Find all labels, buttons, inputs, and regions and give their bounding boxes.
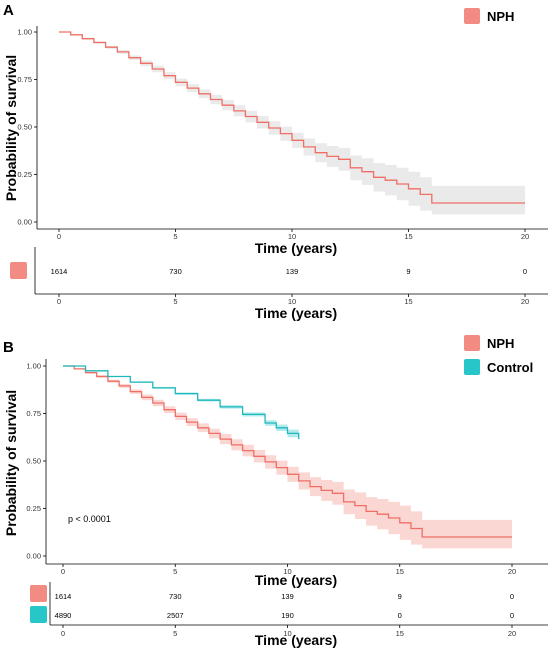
panel-a-survival-curves bbox=[59, 31, 525, 204]
risk-x-tick-label: 5 bbox=[173, 297, 177, 306]
y-tick-label: 0.25 bbox=[17, 170, 32, 179]
risk-x-tick-label: 20 bbox=[521, 297, 529, 306]
confidence-band-nph bbox=[59, 32, 525, 215]
risk-count-control: 2507 bbox=[167, 611, 184, 620]
risk-count-nph: 139 bbox=[286, 267, 299, 276]
panel-a-confidence-bands bbox=[59, 32, 525, 215]
risk-count-nph: 1614 bbox=[51, 267, 68, 276]
y-tick-label: 0.00 bbox=[26, 552, 41, 561]
risk-x-tick-label: 15 bbox=[396, 629, 404, 638]
risk-b-control-swatch bbox=[30, 606, 47, 623]
panel-b-risk-x-ticks: 0 5 10 15 20 bbox=[61, 625, 516, 638]
legend-a-nph-label: NPH bbox=[487, 9, 514, 24]
risk-count-control: 190 bbox=[281, 611, 294, 620]
x-tick-label: 10 bbox=[283, 567, 291, 576]
panel-a-letter: A bbox=[3, 2, 14, 19]
p-value-annotation: p < 0.0001 bbox=[68, 514, 111, 524]
risk-x-tick-label: 20 bbox=[508, 629, 516, 638]
confidence-band-nph bbox=[63, 366, 512, 549]
x-tick-label: 20 bbox=[521, 232, 529, 241]
risk-x-tick-label: 10 bbox=[288, 297, 296, 306]
legend-b-control-swatch bbox=[464, 359, 480, 375]
risk-x-tick-label: 15 bbox=[404, 297, 412, 306]
risk-count-nph: 1614 bbox=[55, 592, 72, 601]
x-tick-label: 0 bbox=[61, 567, 65, 576]
survival-curve-nph bbox=[59, 31, 525, 204]
legend-a-nph-swatch bbox=[464, 8, 480, 24]
panel-a-y-axis-title: Probability of survival bbox=[3, 55, 19, 201]
risk-count-control: 0 bbox=[510, 611, 514, 620]
panel-a-y-ticks: 0.00 0.25 0.50 0.75 1.00 bbox=[17, 28, 37, 227]
panel-b-risk-x-axis-title: Time (years) bbox=[255, 632, 337, 648]
risk-x-tick-label: 5 bbox=[173, 629, 177, 638]
panel-a: A NPH Probability of survival 0.000.250.… bbox=[3, 2, 548, 321]
risk-a-nph-swatch bbox=[10, 262, 27, 279]
risk-x-tick-label: 10 bbox=[283, 629, 291, 638]
y-tick-label: 1.00 bbox=[26, 362, 41, 371]
x-tick-label: 20 bbox=[508, 567, 516, 576]
survival-curve-nph bbox=[63, 365, 512, 538]
panel-b-letter: B bbox=[3, 339, 14, 356]
panel-b-risk-table: 1614 730 139 9 0 4890 2507 190 0 0 bbox=[55, 592, 514, 620]
x-tick-label: 15 bbox=[396, 567, 404, 576]
x-tick-label: 10 bbox=[288, 232, 296, 241]
legend-b-nph-label: NPH bbox=[487, 336, 514, 351]
y-tick-label: 0.75 bbox=[26, 409, 41, 418]
panel-b-y-axis-title: Probability of survival bbox=[3, 390, 19, 536]
y-tick-label: 1.00 bbox=[17, 28, 32, 37]
panel-b-x-axis-title: Time (years) bbox=[255, 572, 337, 588]
x-tick-label: 15 bbox=[404, 232, 412, 241]
y-tick-label: 0.75 bbox=[17, 75, 32, 84]
risk-count-control: 4890 bbox=[55, 611, 72, 620]
y-tick-label: 0.50 bbox=[26, 457, 41, 466]
risk-count-nph: 139 bbox=[281, 592, 294, 601]
panel-a-risk-table: 1614 730 139 9 0 bbox=[51, 267, 527, 276]
panel-a-x-ticks: 0 5 10 15 20 bbox=[57, 229, 529, 241]
survival-curve-control bbox=[63, 365, 300, 440]
panel-a-x-axis-title: Time (years) bbox=[255, 240, 337, 256]
x-tick-label: 0 bbox=[57, 232, 61, 241]
risk-count-nph: 730 bbox=[169, 267, 182, 276]
risk-count-nph: 9 bbox=[398, 592, 402, 601]
risk-count-nph: 9 bbox=[406, 267, 410, 276]
risk-x-tick-label: 0 bbox=[57, 297, 61, 306]
panel-a-risk-x-axis-title: Time (years) bbox=[255, 305, 337, 321]
risk-count-nph: 0 bbox=[510, 592, 514, 601]
risk-count-nph: 0 bbox=[523, 267, 527, 276]
y-tick-label: 0.00 bbox=[17, 218, 32, 227]
y-tick-label: 0.25 bbox=[26, 504, 41, 513]
panel-b-survival-curves bbox=[63, 365, 512, 538]
risk-b-nph-swatch bbox=[30, 585, 47, 602]
panel-b-x-ticks: 0 5 10 15 20 bbox=[61, 564, 516, 576]
panel-a-risk-x-ticks: 0 5 10 15 20 bbox=[57, 294, 529, 306]
risk-count-nph: 730 bbox=[169, 592, 182, 601]
panel-b-confidence-bands bbox=[63, 366, 512, 549]
panel-b: B NPH Control Probability of survival 0.… bbox=[3, 335, 548, 648]
legend-b-nph-swatch bbox=[464, 335, 480, 351]
risk-x-tick-label: 0 bbox=[61, 629, 65, 638]
x-tick-label: 5 bbox=[173, 567, 177, 576]
y-tick-label: 0.50 bbox=[17, 123, 32, 132]
panel-b-y-ticks: 0.00 0.25 0.50 0.75 1.00 bbox=[26, 362, 46, 561]
risk-count-control: 0 bbox=[398, 611, 402, 620]
x-tick-label: 5 bbox=[173, 232, 177, 241]
legend-b-control-label: Control bbox=[487, 360, 533, 375]
